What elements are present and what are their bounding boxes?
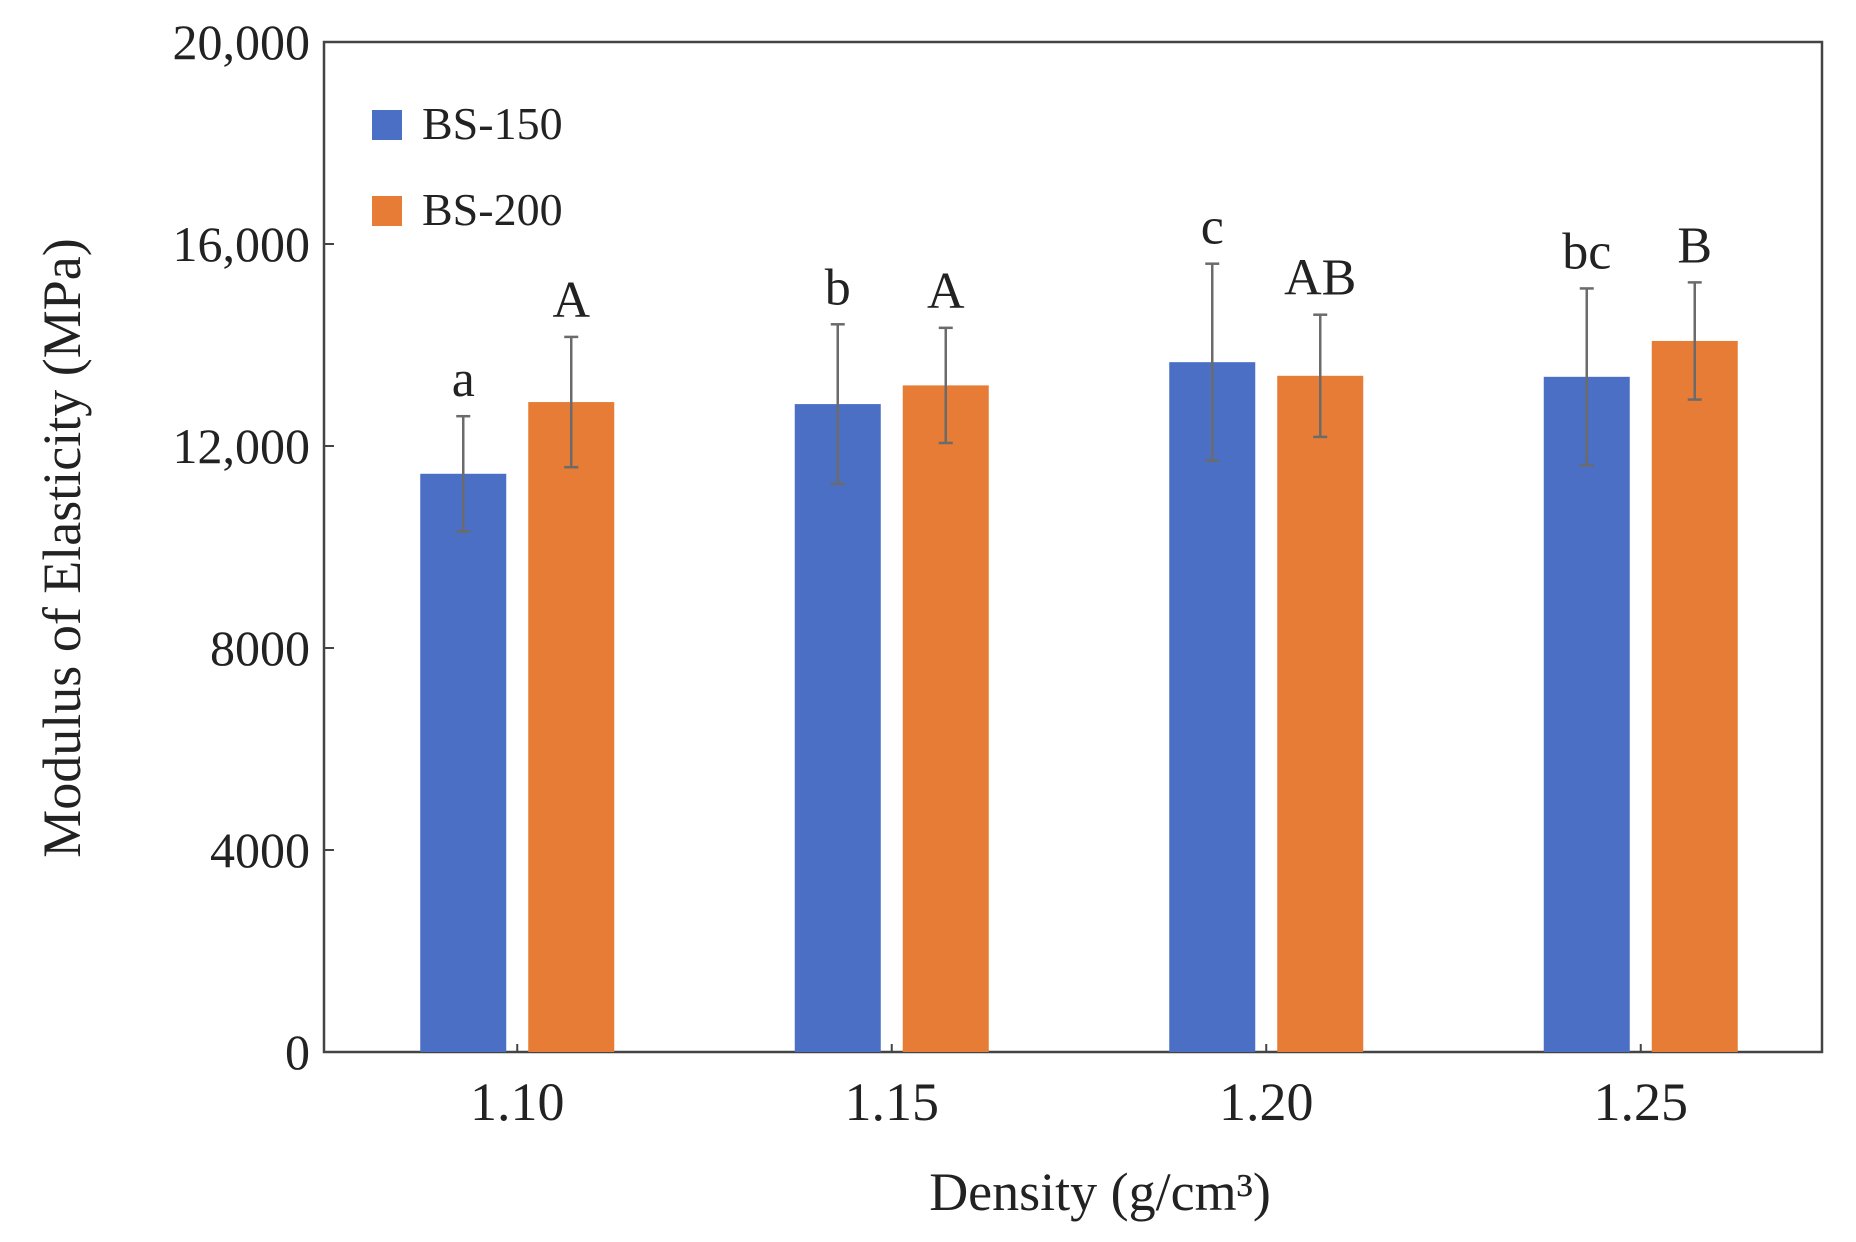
bar-bs-200-1-25 [1651,340,1738,1053]
significance-label: c [1201,199,1224,256]
x-axis-title: Density (g/cm³) [929,1162,1271,1222]
significance-label: AB [1284,250,1356,307]
y-tick-label: 12,000 [173,418,311,474]
error-bars [456,262,1702,533]
y-tick-label: 8000 [210,620,310,676]
bar-bs-150-1-20 [1169,362,1256,1052]
y-tick-label: 16,000 [173,216,311,272]
bar-bs-200-1-15 [902,385,989,1052]
x-tick-label: 1.20 [1219,1072,1314,1132]
x-tick-label: 1.10 [470,1072,565,1132]
bar-bs-200-1-20 [1277,375,1364,1052]
y-axis-title: Modulus of Elasticity (MPa) [32,238,92,857]
legend: BS-150 BS-200 [372,98,563,235]
bar-bs-150-1-15 [794,404,881,1053]
bar-bs-150-1-25 [1543,376,1630,1052]
legend-swatch-bs-200 [372,196,402,226]
y-axis: 0 4000 8000 12,000 16,000 20,000 [173,14,334,1080]
legend-label-bs-200: BS-200 [422,184,563,235]
x-axis: 1.10 1.15 1.20 1.25 [470,1044,1688,1132]
x-tick-label: 1.25 [1594,1072,1689,1132]
significance-label: bc [1562,223,1611,280]
plot-frame [322,40,1824,1054]
significance-label: a [452,351,475,408]
significance-label: B [1677,217,1712,274]
significance-label: b [825,259,851,316]
significance-label: A [552,272,590,329]
y-tick-label: 20,000 [173,14,311,70]
bar-bs-200-1-10 [528,402,615,1052]
y-tick-label: 4000 [210,822,310,878]
significance-labels: a A b Ac AB bc B [452,199,1712,409]
legend-label-bs-150: BS-150 [422,98,563,149]
legend-swatch-bs-150 [372,110,402,140]
x-tick-label: 1.15 [845,1072,940,1132]
y-tick-label: 0 [285,1024,310,1080]
bar-bs-150-1-10 [420,473,507,1052]
significance-label: A [927,263,965,320]
bars [420,340,1738,1053]
